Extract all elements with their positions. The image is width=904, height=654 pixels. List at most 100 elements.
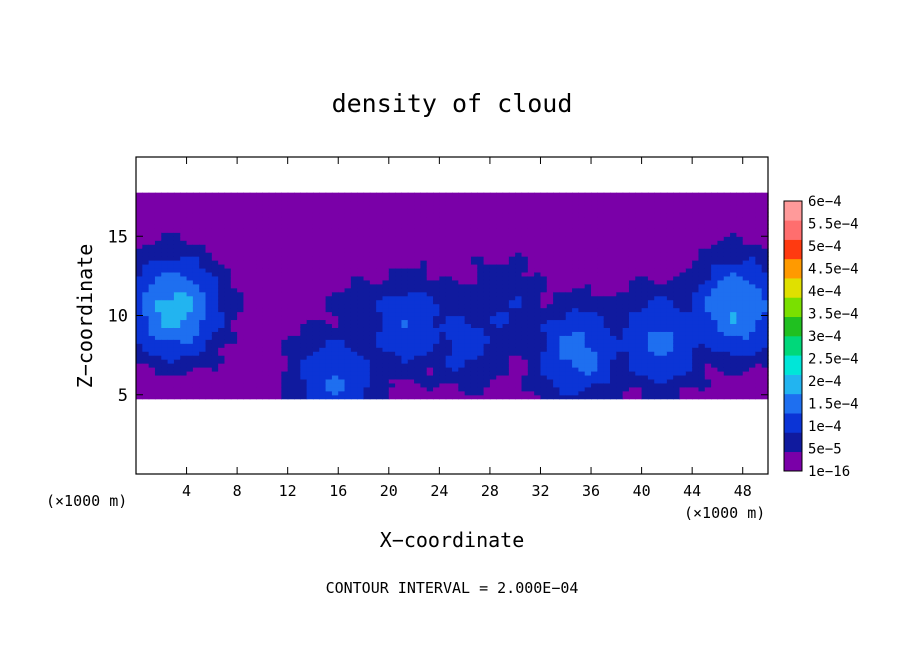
density-cell — [489, 252, 497, 257]
density-cell — [515, 279, 523, 285]
density-cell — [489, 347, 497, 352]
density-cell — [325, 355, 333, 360]
density-cell — [622, 347, 630, 352]
density-cell — [584, 386, 592, 392]
density-cell — [136, 351, 143, 356]
density-cell — [426, 212, 434, 218]
density-cell — [363, 263, 371, 269]
density-cell — [546, 240, 554, 245]
density-cell — [540, 378, 548, 384]
density-cell — [294, 228, 301, 233]
density-cell — [148, 315, 156, 321]
density-cell — [679, 287, 687, 293]
density-cell — [173, 323, 181, 328]
density-cell — [496, 283, 504, 289]
density-cell — [363, 331, 371, 336]
density-cell — [502, 204, 510, 210]
density-cell — [736, 351, 744, 356]
density-cell — [224, 347, 232, 352]
density-cell — [584, 347, 592, 352]
density-cell — [224, 224, 232, 229]
density-cell — [312, 192, 320, 198]
density-cell — [508, 331, 516, 336]
density-cell — [173, 370, 181, 376]
density-cell — [736, 319, 744, 325]
density-cell — [300, 351, 308, 356]
density-cell — [407, 311, 415, 317]
density-cell — [736, 267, 744, 273]
density-cell — [306, 315, 314, 321]
density-cell — [306, 323, 314, 328]
density-cell — [154, 216, 162, 221]
density-cell — [730, 271, 737, 277]
density-cell — [344, 224, 352, 229]
density-cell — [553, 359, 561, 364]
density-cell — [262, 212, 270, 218]
density-cell — [578, 216, 586, 221]
density-cell — [723, 252, 731, 257]
density-cell — [546, 232, 554, 237]
density-cell — [452, 335, 459, 340]
density-cell — [363, 355, 371, 360]
density-cell — [407, 359, 415, 364]
density-cell — [180, 275, 188, 281]
density-cell — [489, 232, 497, 237]
density-cell — [192, 382, 200, 388]
density-cell — [363, 351, 371, 356]
density-cell — [534, 367, 542, 372]
density-cell — [338, 315, 346, 321]
density-cell — [622, 216, 630, 221]
density-cell — [692, 374, 700, 380]
density-cell — [167, 343, 175, 348]
density-cell — [692, 275, 700, 281]
density-cell — [654, 212, 662, 218]
density-cell — [281, 299, 289, 305]
density-cell — [679, 275, 687, 281]
density-cell — [578, 370, 586, 376]
density-cell — [584, 339, 592, 344]
density-cell — [654, 363, 662, 368]
density-cell — [205, 279, 213, 285]
density-cell — [641, 351, 649, 356]
density-cell — [730, 311, 737, 317]
density-cell — [489, 248, 497, 253]
density-cell — [502, 319, 510, 325]
density-cell — [445, 343, 453, 348]
density-cell — [496, 339, 504, 344]
density-cell — [281, 263, 289, 269]
density-cell — [192, 331, 200, 336]
density-cell — [464, 343, 472, 348]
density-cell — [401, 347, 409, 352]
density-cell — [698, 331, 706, 336]
density-cell — [287, 267, 295, 273]
density-cell — [445, 307, 453, 313]
density-cell — [628, 192, 636, 198]
density-cell — [521, 367, 529, 372]
density-cell — [711, 196, 719, 202]
density-cell — [363, 212, 371, 218]
density-cell — [199, 275, 207, 281]
density-cell — [565, 339, 573, 344]
density-cell — [439, 236, 447, 241]
density-cell — [679, 240, 687, 245]
density-cell — [578, 208, 586, 214]
density-cell — [249, 311, 257, 317]
density-cell — [167, 319, 175, 325]
density-cell — [603, 343, 611, 348]
density-cell — [610, 275, 617, 281]
density-cell — [628, 370, 636, 376]
density-cell — [249, 378, 257, 384]
density-cell — [350, 363, 358, 368]
density-cell — [180, 220, 188, 225]
density-cell — [414, 335, 421, 340]
density-cell — [559, 212, 567, 218]
density-cell — [439, 204, 447, 210]
density-cell — [660, 252, 668, 257]
density-cell — [692, 196, 700, 202]
density-cell — [180, 307, 188, 313]
density-cell — [407, 212, 415, 218]
density-cell — [654, 319, 662, 325]
density-cell — [660, 323, 668, 328]
density-cell — [565, 236, 573, 241]
density-cell — [148, 204, 156, 210]
